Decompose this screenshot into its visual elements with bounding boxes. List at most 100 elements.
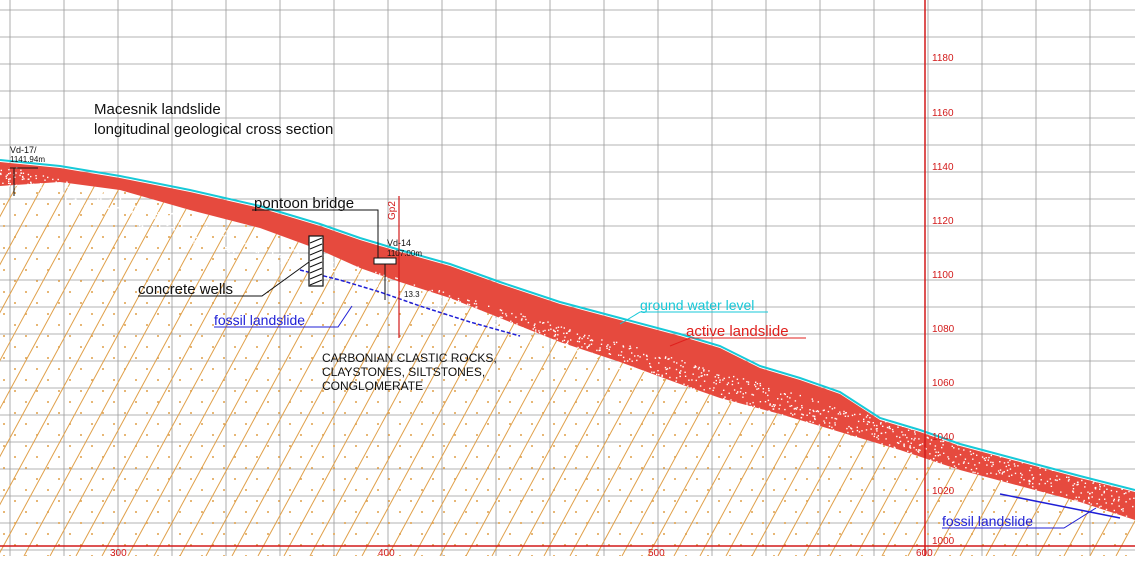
landslide-speckle-dot <box>413 295 415 298</box>
landslide-speckle-dot <box>999 456 1002 458</box>
landslide-speckle-dot <box>943 452 945 454</box>
landslide-speckle-dot <box>52 178 54 181</box>
landslide-speckle-dot <box>399 287 401 289</box>
landslide-speckle-dot <box>833 407 836 409</box>
landslide-speckle-dot <box>272 252 274 254</box>
landslide-speckle-dot <box>1065 494 1068 496</box>
landslide-speckle-dot <box>620 351 623 353</box>
landslide-speckle-dot <box>502 322 505 324</box>
landslide-speckle-dot <box>405 292 407 295</box>
landslide-speckle-dot <box>267 262 269 264</box>
landslide-speckle-dot <box>571 353 574 355</box>
elevation-label-1180: 1180 <box>932 53 954 64</box>
landslide-speckle-dot <box>658 356 660 359</box>
landslide-speckle-dot <box>608 348 610 351</box>
landslide-speckle-dot <box>383 297 385 299</box>
landslide-speckle-dot <box>1065 498 1068 501</box>
landslide-speckle-dot <box>733 375 735 378</box>
landslide-speckle-dot <box>108 201 111 203</box>
landslide-speckle-dot <box>280 262 282 264</box>
landslide-speckle-dot <box>138 221 140 223</box>
landslide-speckle-dot <box>737 391 739 393</box>
landslide-speckle-dot <box>607 344 609 346</box>
landslide-speckle-dot <box>518 334 520 336</box>
landslide-speckle-dot <box>34 194 36 196</box>
landslide-speckle-dot <box>265 247 267 249</box>
landslide-speckle-dot <box>408 304 410 307</box>
landslide-speckle-dot <box>990 454 992 457</box>
landslide-speckle-dot <box>525 335 528 337</box>
landslide-speckle-dot <box>178 222 181 224</box>
landslide-speckle-dot <box>151 206 154 208</box>
landslide-speckle-dot <box>901 431 903 433</box>
landslide-speckle-dot <box>896 442 899 444</box>
elevation-label-1000: 1000 <box>932 536 955 547</box>
landslide-speckle-dot <box>147 212 149 215</box>
landslide-speckle-dot <box>367 277 369 280</box>
landslide-speckle-dot <box>266 245 268 247</box>
landslide-speckle-dot <box>222 246 224 249</box>
landslide-speckle-dot <box>339 284 341 286</box>
landslide-speckle-dot <box>631 360 633 362</box>
landslide-speckle-dot <box>910 428 913 430</box>
landslide-speckle-dot <box>600 357 602 359</box>
landslide-speckle-dot <box>676 362 678 364</box>
landslide-speckle-dot <box>428 300 430 302</box>
landslide-speckle-dot <box>586 346 588 348</box>
landslide-speckle-dot <box>137 212 139 215</box>
landslide-speckle-dot <box>1032 478 1034 480</box>
landslide-speckle-dot <box>794 400 797 402</box>
landslide-speckle-dot <box>490 314 493 317</box>
landslide-speckle-dot <box>420 293 423 296</box>
landslide-speckle-dot <box>558 347 560 349</box>
landslide-speckle-dot <box>1019 481 1021 484</box>
landslide-speckle-dot <box>275 255 277 257</box>
landslide-speckle-dot <box>497 323 500 325</box>
landslide-speckle-dot <box>1105 508 1108 511</box>
landslide-speckle-dot <box>510 332 513 335</box>
landslide-speckle-dot <box>261 245 263 247</box>
landslide-speckle-dot <box>1084 486 1086 488</box>
landslide-speckle-dot <box>175 217 177 220</box>
landslide-speckle-dot <box>228 251 230 253</box>
landslide-speckle-dot <box>1014 472 1017 475</box>
landslide-speckle-dot <box>778 408 780 410</box>
landslide-speckle-dot <box>255 250 258 252</box>
landslide-speckle-dot <box>213 247 215 249</box>
landslide-speckle-dot <box>56 194 58 197</box>
landslide-speckle-dot <box>444 300 446 302</box>
landslide-speckle-dot <box>275 246 277 248</box>
landslide-speckle-dot <box>703 380 706 382</box>
landslide-speckle-dot <box>197 239 199 241</box>
landslide-speckle-dot <box>622 345 624 347</box>
landslide-speckle-dot <box>92 192 95 194</box>
landslide-speckle-dot <box>171 226 173 229</box>
landslide-speckle-dot <box>679 371 681 374</box>
landslide-speckle-dot <box>323 259 325 261</box>
landslide-speckle-dot <box>659 357 661 359</box>
landslide-speckle-dot <box>872 422 874 424</box>
landslide-speckle-dot <box>670 357 673 359</box>
landslide-speckle-dot <box>370 292 372 295</box>
landslide-speckle-dot <box>736 378 739 380</box>
landslide-speckle-dot <box>801 407 803 409</box>
landslide-speckle-dot <box>379 273 381 275</box>
landslide-speckle-dot <box>1101 494 1103 496</box>
landslide-speckle-dot <box>141 203 143 205</box>
landslide-speckle-dot <box>73 199 75 201</box>
landslide-speckle-dot <box>520 319 523 321</box>
elevation-label-1060: 1060 <box>932 378 955 389</box>
landslide-speckle-dot <box>543 322 545 324</box>
landslide-speckle-dot <box>1068 478 1070 481</box>
landslide-speckle-dot <box>1038 465 1040 467</box>
landslide-speckle-dot <box>703 374 706 376</box>
landslide-speckle-dot <box>200 235 202 237</box>
landslide-speckle-dot <box>891 428 894 431</box>
landslide-speckle-dot <box>199 238 202 240</box>
landslide-speckle-dot <box>395 281 397 283</box>
landslide-speckle-dot <box>731 380 734 382</box>
landslide-speckle-dot <box>330 265 332 267</box>
landslide-speckle-dot <box>175 232 178 234</box>
landslide-speckle-dot <box>22 189 24 191</box>
landslide-speckle-dot <box>550 345 552 347</box>
